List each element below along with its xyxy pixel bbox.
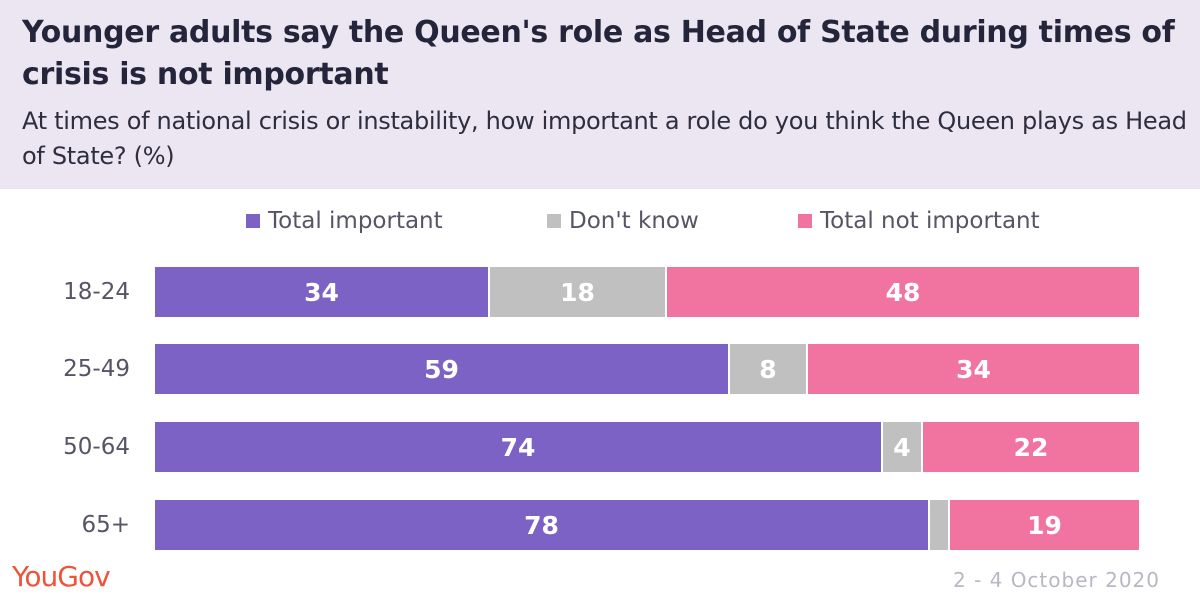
bar-segment: 4 <box>883 422 921 472</box>
row-label: 18-24 <box>63 279 130 305</box>
row-label: 65+ <box>81 512 130 538</box>
bar-segment: 78 <box>155 500 928 550</box>
legend-swatch <box>547 214 561 228</box>
bar-segment: 74 <box>155 422 881 472</box>
legend-label: Don't know <box>569 208 699 234</box>
bar-segment: 18 <box>490 267 665 317</box>
legend-item-2: Total not important <box>798 208 1040 234</box>
survey-date: 2 - 4 October 2020 <box>952 568 1160 592</box>
bar-segment: 34 <box>155 267 488 317</box>
data-label: 8 <box>759 354 777 384</box>
data-label: 22 <box>1013 432 1049 462</box>
chart-title: Younger adults say the Queen's role as H… <box>22 15 1175 92</box>
data-label: 18 <box>560 277 595 307</box>
bar-segment: 19 <box>950 500 1139 550</box>
legend-label: Total important <box>268 208 443 234</box>
chart-subtitle: At times of national crisis or instabili… <box>22 107 1187 170</box>
header-band: Younger adults say the Queen's role as H… <box>0 0 1200 189</box>
data-label: 59 <box>424 354 459 384</box>
bar-segment: 34 <box>808 344 1139 394</box>
bar-segment: 59 <box>155 344 728 394</box>
bar-segment: 22 <box>923 422 1139 472</box>
data-label: 78 <box>524 510 559 540</box>
data-label: 19 <box>1027 510 1062 540</box>
bar-segment <box>930 500 948 550</box>
legend-swatch <box>798 214 812 228</box>
row-label: 50-64 <box>63 434 130 460</box>
data-label: 34 <box>956 354 991 384</box>
legend-item-1: Don't know <box>547 208 699 234</box>
bar-segment: 48 <box>667 267 1139 317</box>
bar-segment: 8 <box>730 344 806 394</box>
data-label: 34 <box>304 277 339 307</box>
legend: Total important Don't know Total not impor… <box>0 208 1200 244</box>
legend-item-0: Total important <box>246 208 443 234</box>
row-label: 25-49 <box>63 356 130 382</box>
data-label: 48 <box>885 277 921 307</box>
legend-swatch <box>246 214 260 228</box>
data-label: 74 <box>500 432 536 462</box>
legend-label: Total not important <box>820 208 1040 234</box>
yougov-logo: YouGov <box>12 560 111 593</box>
data-label: 4 <box>893 432 911 462</box>
